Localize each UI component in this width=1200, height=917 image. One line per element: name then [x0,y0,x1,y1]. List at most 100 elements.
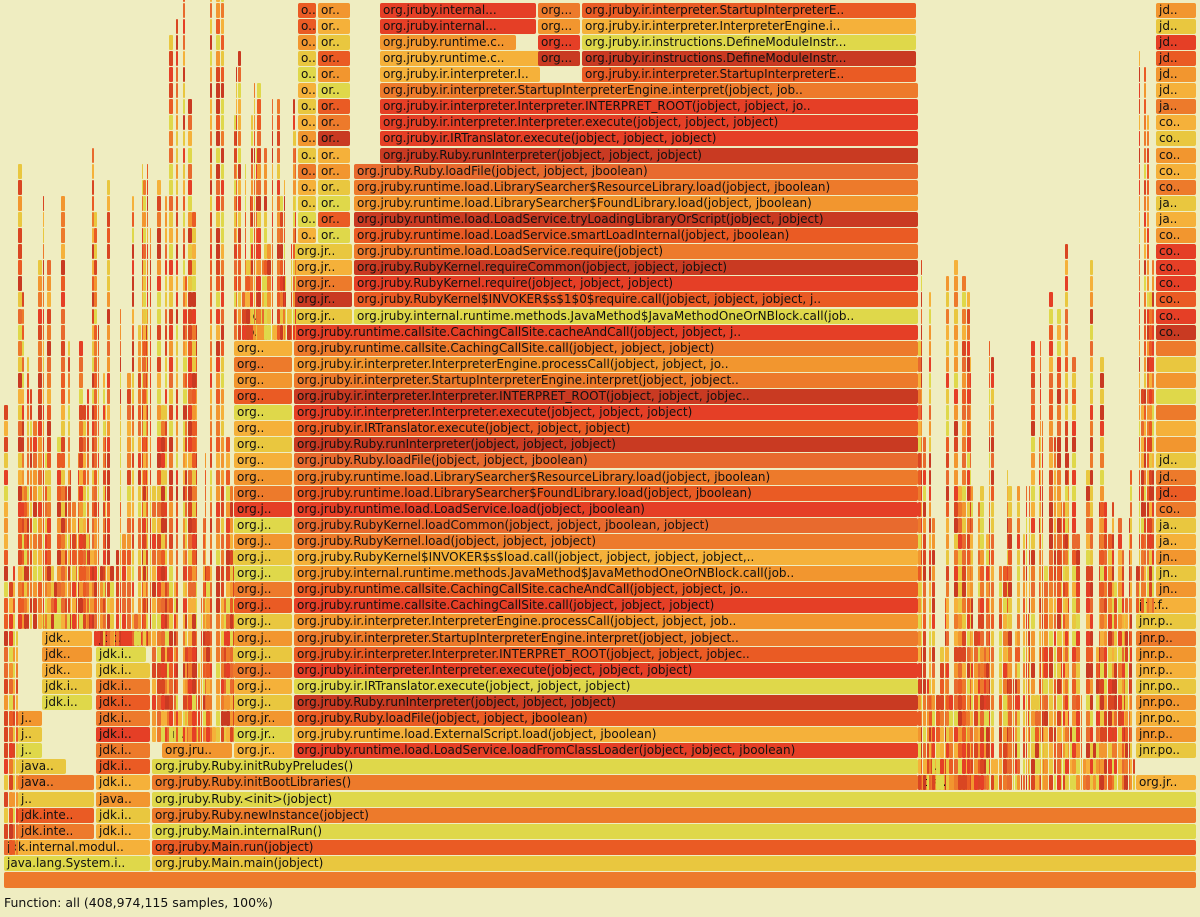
stack-frame-sliver[interactable] [932,566,935,582]
stack-frame-sliver[interactable] [98,501,99,517]
stack-frame-sliver[interactable] [188,566,192,582]
stack-frame[interactable]: org.. [234,389,292,404]
stack-frame-sliver[interactable] [949,759,953,775]
stack-frame-sliver[interactable] [1068,517,1069,533]
stack-frame-sliver[interactable] [201,711,202,726]
stack-frame-sliver[interactable] [216,501,220,517]
stack-frame-sliver[interactable] [940,727,944,743]
stack-frame-sliver[interactable] [9,678,13,694]
stack-frame-sliver[interactable] [1026,501,1027,517]
stack-frame-sliver[interactable] [176,147,178,163]
stack-frame-sliver[interactable] [293,228,295,243]
stack-frame-sliver[interactable] [1112,727,1114,743]
stack-frame-sliver[interactable] [188,356,192,372]
stack-frame-sliver[interactable] [1139,356,1140,372]
stack-frame-sliver[interactable] [9,711,13,726]
stack-frame-sliver[interactable] [291,292,292,308]
stack-frame-sliver[interactable] [293,244,295,260]
stack-frame-sliver[interactable] [1104,614,1107,630]
stack-frame-sliver[interactable] [1070,727,1072,743]
stack-frame-sliver[interactable] [918,743,921,759]
stack-frame-sliver[interactable] [978,711,980,726]
stack-frame-sliver[interactable] [1008,614,1012,630]
stack-frame-sliver[interactable] [257,147,261,163]
stack-frame-sliver[interactable] [43,437,44,453]
stack-frame-sliver[interactable] [51,582,54,598]
stack-frame-sliver[interactable] [246,292,250,308]
stack-frame-sliver[interactable] [1068,582,1069,598]
stack-frame-sliver[interactable] [183,67,185,82]
stack-frame-sliver[interactable] [107,244,110,260]
stack-frame-sliver[interactable] [45,614,47,630]
stack-frame-sliver[interactable] [1065,292,1068,308]
stack-frame-sliver[interactable] [999,775,1002,791]
stack-frame-sliver[interactable] [150,582,151,598]
stack-frame-sliver[interactable] [61,598,65,614]
stack-frame-sliver[interactable] [78,582,79,598]
stack-frame-sliver[interactable] [150,244,151,260]
stack-frame-sliver[interactable] [970,582,971,598]
stack-frame-sliver[interactable] [236,308,237,324]
stack-frame-sliver[interactable] [27,582,29,598]
stack-frame-sliver[interactable] [152,711,156,726]
stack-frame-sliver[interactable] [161,517,165,533]
stack-frame-sliver[interactable] [196,469,197,485]
stack-frame-sliver[interactable] [196,630,197,646]
stack-frame-sliver[interactable] [272,244,273,260]
stack-frame-sliver[interactable] [196,340,197,356]
stack-frame-sliver[interactable] [1039,437,1040,453]
stack-frame-sliver[interactable] [1008,485,1012,501]
stack-frame-sliver[interactable] [216,99,220,115]
stack-frame-sliver[interactable] [142,485,143,501]
stack-frame-sliver[interactable] [999,743,1002,759]
stack-frame[interactable] [1156,421,1196,437]
stack-frame-sliver[interactable] [122,598,126,614]
stack-frame-sliver[interactable] [1100,453,1104,469]
stack-frame-sliver[interactable] [918,678,921,694]
stack-frame-sliver[interactable] [295,244,296,260]
stack-frame-sliver[interactable] [1130,775,1132,791]
stack-frame[interactable]: jd.. [1156,2,1196,18]
stack-frame-sliver[interactable] [921,340,922,356]
stack-frame-sliver[interactable] [221,324,224,340]
stack-frame-sliver[interactable] [1139,485,1140,501]
stack-frame-sliver[interactable] [165,405,167,421]
stack-frame-sliver[interactable] [221,437,224,453]
stack-frame-sliver[interactable] [183,356,185,372]
stack-frame-sliver[interactable] [962,517,966,533]
stack-frame-sliver[interactable] [30,550,32,565]
stack-frame[interactable]: org.jr.. [234,727,292,743]
stack-frame-sliver[interactable] [216,566,220,582]
stack-frame-sliver[interactable] [226,678,230,694]
stack-frame-sliver[interactable] [1040,437,1041,453]
stack-frame[interactable] [1156,340,1196,356]
stack-frame-sliver[interactable] [954,646,958,662]
stack-frame-sliver[interactable] [1031,630,1035,646]
stack-frame-sliver[interactable] [107,453,110,469]
stack-frame-sliver[interactable] [280,292,283,308]
stack-frame-sliver[interactable] [142,260,143,276]
stack-frame-sliver[interactable] [94,533,97,549]
stack-frame-sliver[interactable] [157,727,161,743]
stack-frame-sliver[interactable] [196,711,197,726]
stack-frame-sliver[interactable] [107,228,110,243]
stack-frame-sliver[interactable] [1149,469,1152,485]
stack-frame-sliver[interactable] [1026,550,1027,565]
stack-frame-sliver[interactable] [230,646,233,662]
stack-frame-sliver[interactable] [174,694,176,710]
stack-frame[interactable]: org.. [234,421,292,437]
stack-frame-sliver[interactable] [221,727,224,743]
stack-frame-sliver[interactable] [216,727,220,743]
stack-frame[interactable]: org.jruby.RubyKernel.require(jobject, jo… [354,276,918,292]
stack-frame-sliver[interactable] [962,276,966,292]
stack-frame-sliver[interactable] [70,517,71,533]
stack-frame[interactable]: org.jruby.ir.interpreter.StartupInterpre… [582,2,916,18]
stack-frame-sliver[interactable] [174,711,176,726]
stack-frame-sliver[interactable] [264,324,267,340]
stack-frame-sliver[interactable] [1108,775,1112,791]
stack-frame[interactable]: jdk.i.. [96,759,150,775]
stack-frame-sliver[interactable] [210,131,212,147]
stack-frame-sliver[interactable] [147,598,148,614]
stack-frame-sliver[interactable] [970,389,971,404]
stack-frame-sliver[interactable] [38,550,42,565]
